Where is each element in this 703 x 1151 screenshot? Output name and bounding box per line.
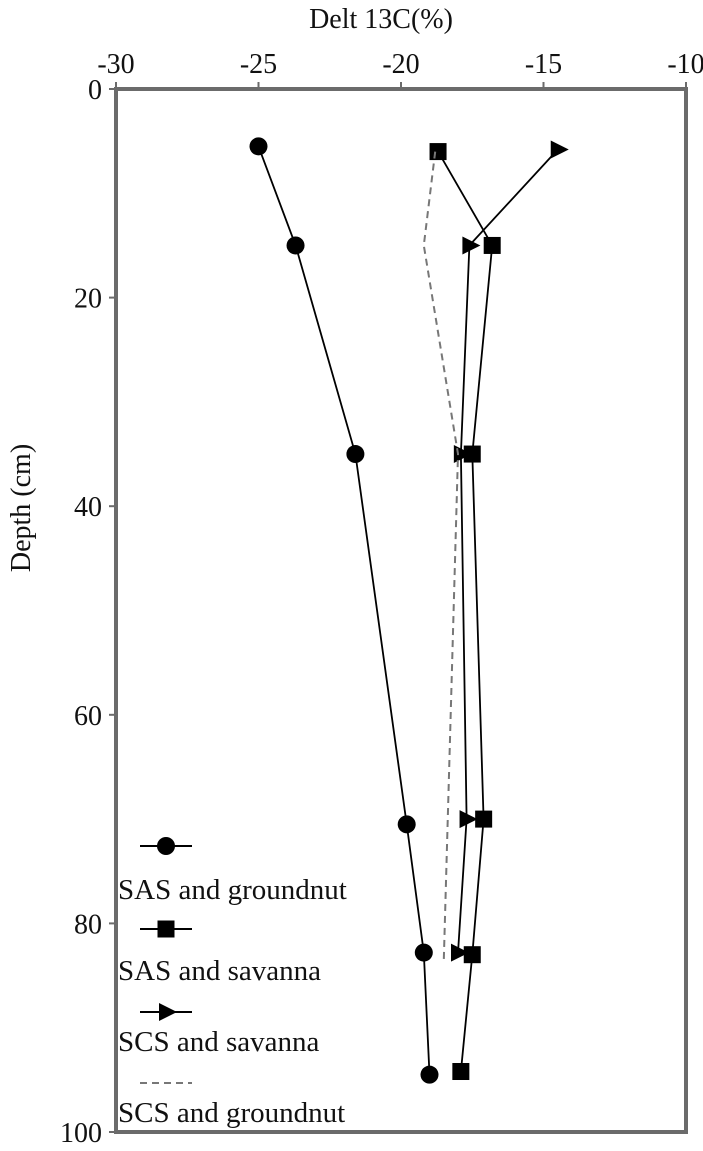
x-tick-label: -25: [240, 49, 277, 80]
data-point: [483, 236, 501, 254]
y-axis-title: Depth (cm): [6, 444, 37, 572]
data-point: [463, 445, 481, 463]
y-tick-label: 100: [60, 1118, 102, 1149]
series-2: [429, 143, 501, 1081]
legend-item: SAS and savanna: [118, 920, 321, 987]
y-tick-label: 0: [88, 75, 102, 106]
data-point: [414, 943, 433, 962]
series-3: [451, 140, 569, 962]
x-tick-label: -15: [525, 49, 562, 80]
data-point: [475, 810, 493, 828]
legend-label: SCS and groundnut: [118, 1097, 345, 1129]
data-point: [420, 1065, 439, 1084]
y-tick-label: 80: [74, 909, 102, 940]
data-point: [452, 1063, 470, 1081]
x-axis-ticks: -30 -25 -20 -15 -10: [97, 49, 703, 89]
legend-label: SCS and savanna: [118, 1026, 320, 1058]
data-point: [550, 140, 569, 159]
y-tick-label: 40: [74, 492, 102, 523]
data-point: [346, 445, 365, 464]
data-point: [249, 137, 268, 156]
data-point: [462, 236, 481, 255]
data-point: [451, 943, 469, 962]
series-1: [249, 137, 439, 1084]
y-axis-ticks: 0 20 40 60 80 100: [60, 75, 116, 1149]
legend-label: SAS and groundnut: [118, 874, 347, 906]
x-tick-label: -10: [667, 49, 703, 80]
legend: SAS and groundnut SAS and savanna SCS and …: [118, 837, 347, 1129]
legend-item: SAS and groundnut: [118, 837, 347, 906]
data-point: [453, 445, 472, 464]
data-point: [463, 946, 481, 964]
x-tick-label: -30: [97, 49, 134, 80]
x-axis-title: Delt 13C(%): [309, 4, 453, 35]
series-4: [422, 151, 460, 960]
legend-marker: [159, 1003, 177, 1021]
legend-marker: [157, 920, 175, 938]
series-line: [437, 151, 494, 1072]
legend-item: SCS and groundnut: [118, 1082, 345, 1129]
y-tick-label: 60: [74, 701, 102, 732]
legend-item: SCS and savanna: [118, 1003, 320, 1058]
data-point: [397, 815, 416, 834]
legend-marker: [157, 837, 175, 855]
data-point: [429, 143, 447, 161]
x-tick-label: -20: [382, 49, 419, 80]
data-point: [459, 810, 478, 829]
series-line: [257, 146, 431, 1075]
y-tick-label: 20: [74, 284, 102, 315]
series-line: [422, 151, 460, 960]
legend-label: SAS and savanna: [118, 955, 321, 987]
series-layer: [249, 137, 569, 1084]
data-point: [286, 236, 305, 255]
series-line: [457, 148, 559, 953]
